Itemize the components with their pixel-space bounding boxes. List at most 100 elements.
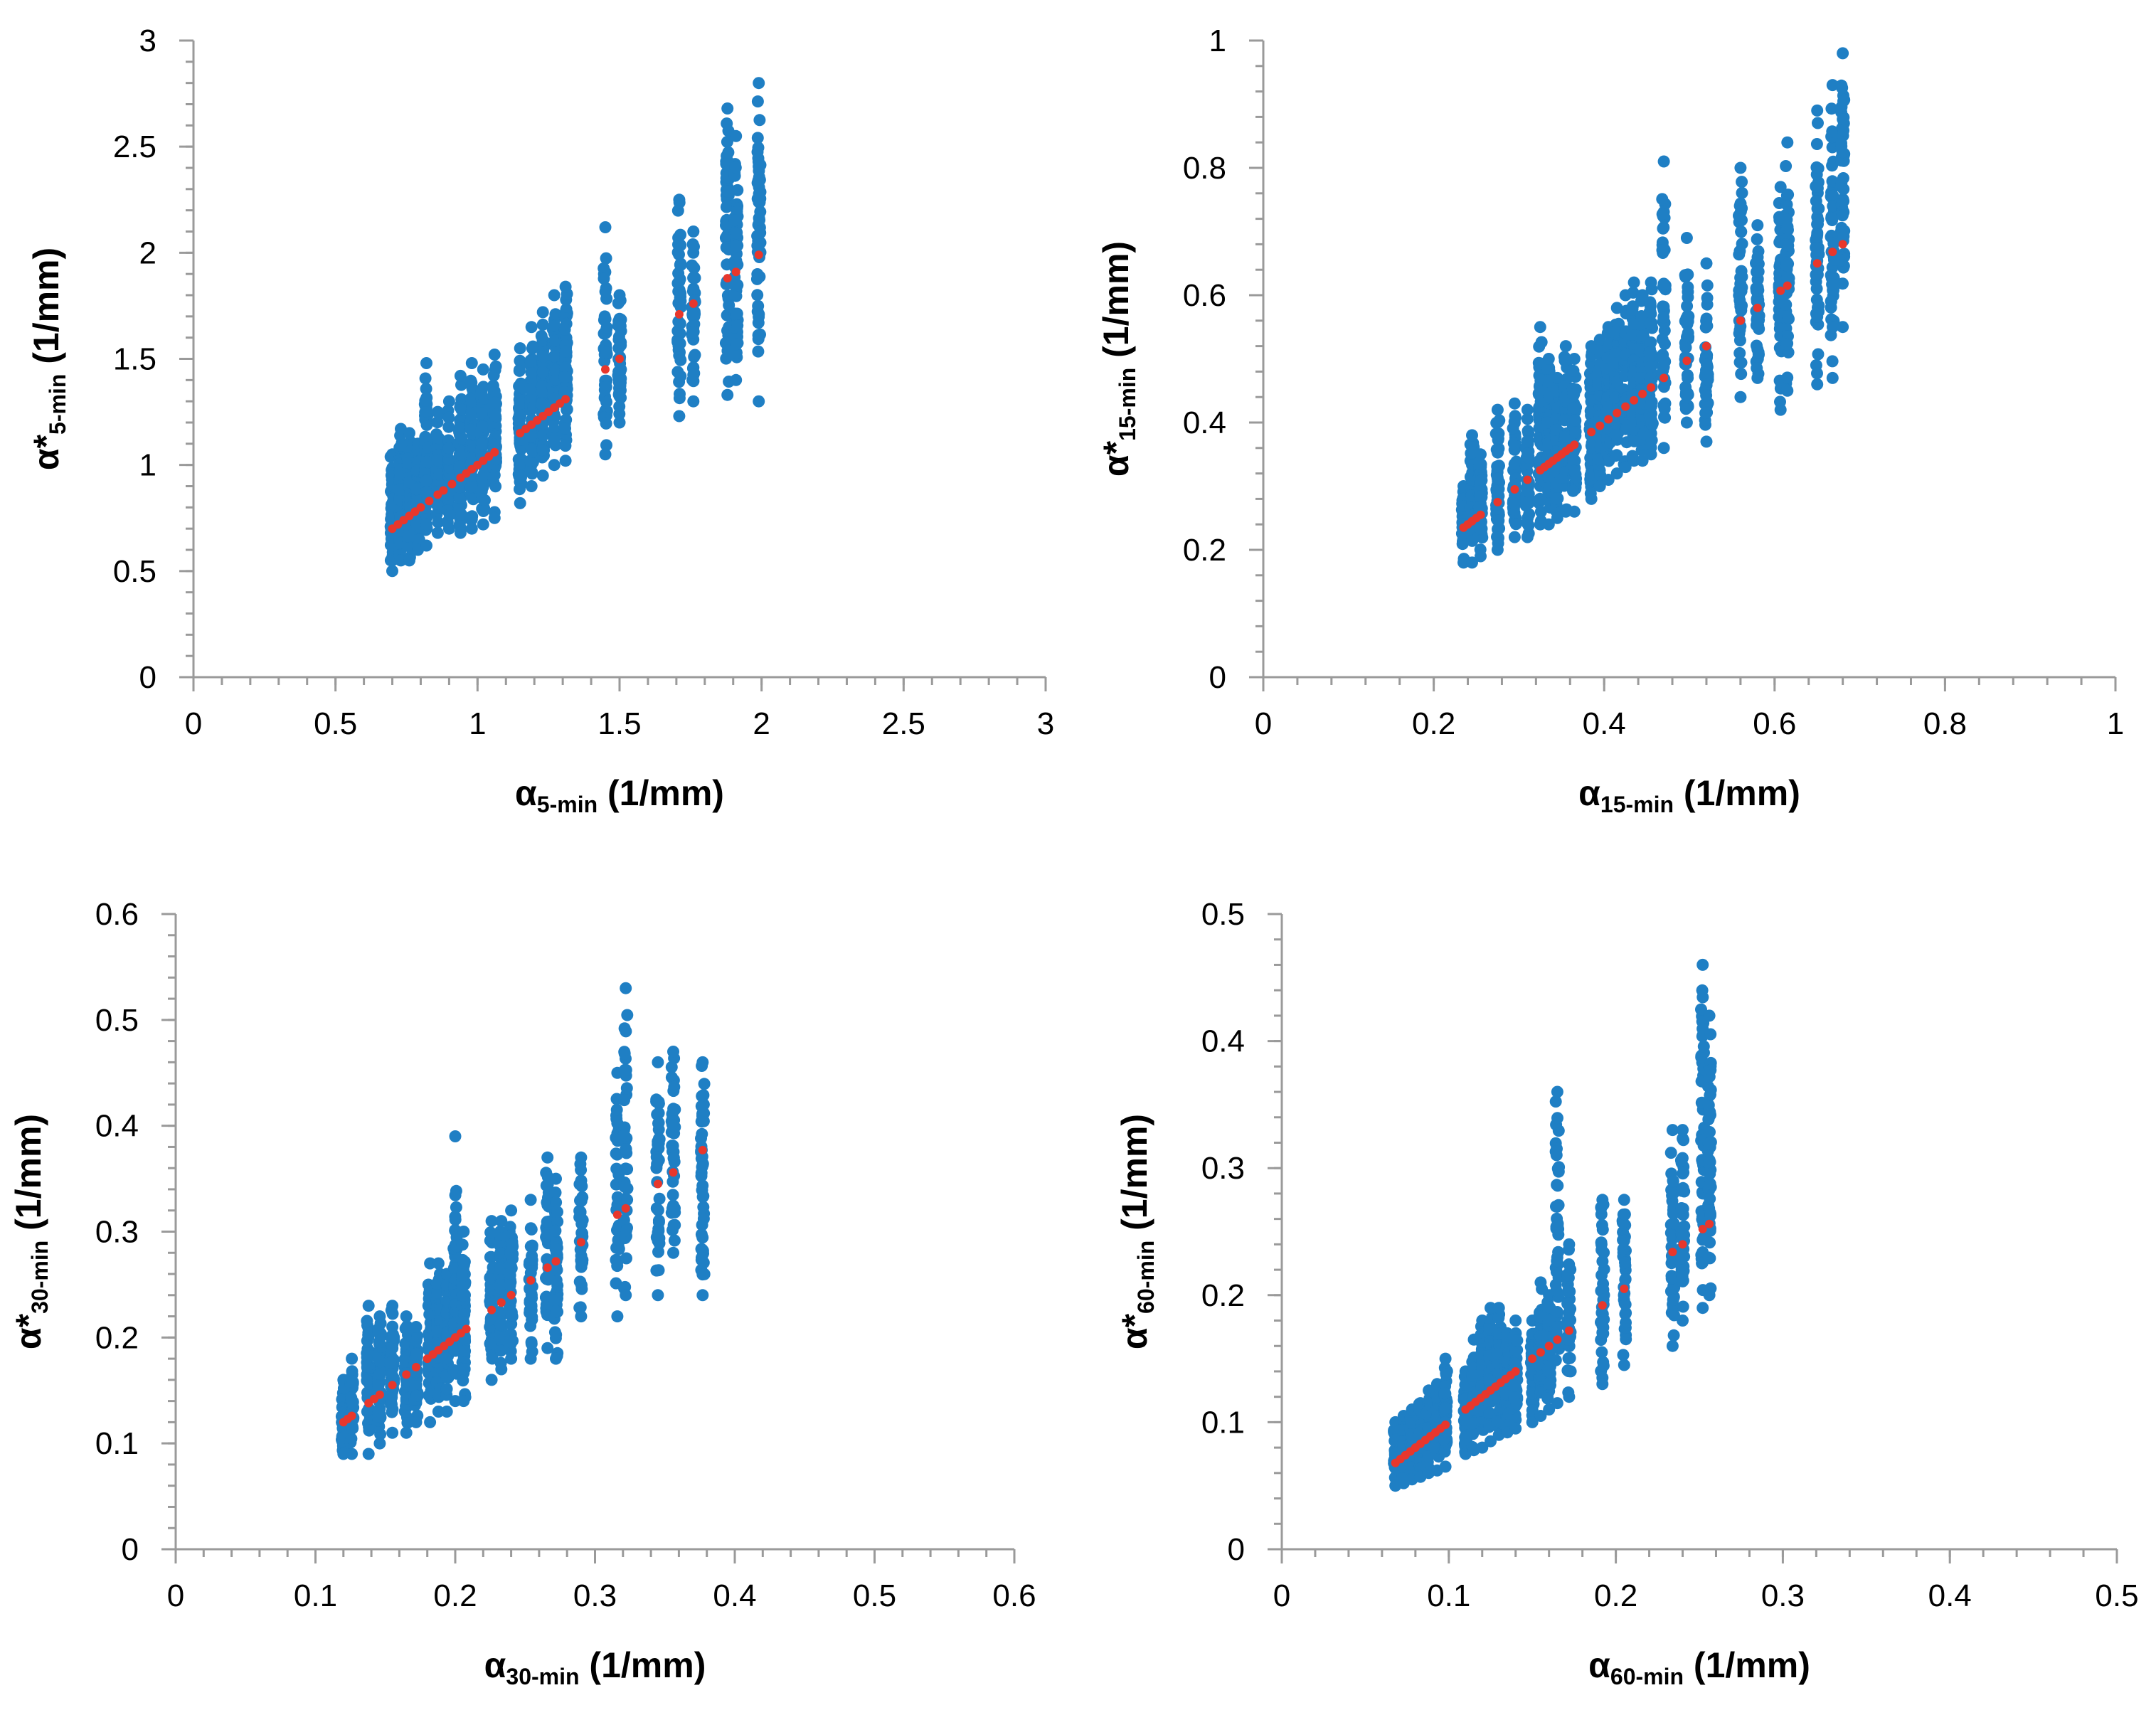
data-point bbox=[1751, 233, 1763, 245]
data-point bbox=[488, 511, 501, 524]
data-point bbox=[1490, 443, 1503, 456]
data-point bbox=[1826, 355, 1839, 368]
data-point bbox=[1751, 371, 1764, 384]
y-tick-label: 0.6 bbox=[95, 897, 139, 932]
data-point bbox=[524, 355, 537, 368]
data-point bbox=[754, 206, 767, 218]
data-point bbox=[449, 1214, 462, 1226]
x-tick-label: 2 bbox=[753, 706, 770, 741]
data-point bbox=[1559, 340, 1572, 353]
data-point bbox=[1567, 484, 1579, 497]
data-point bbox=[751, 289, 764, 302]
data-point bbox=[599, 285, 612, 298]
data-point bbox=[410, 483, 423, 496]
data-point bbox=[598, 272, 610, 285]
data-point bbox=[467, 493, 479, 506]
data-point bbox=[1736, 176, 1748, 188]
data-point bbox=[1550, 492, 1563, 505]
data-point bbox=[1810, 195, 1822, 208]
data-point bbox=[1736, 202, 1748, 215]
data-point bbox=[753, 77, 765, 90]
data-point bbox=[671, 246, 684, 259]
data-point bbox=[1522, 452, 1534, 464]
data-point bbox=[455, 403, 468, 416]
y-tick-label: 0 bbox=[139, 660, 156, 695]
data-point bbox=[550, 1172, 562, 1185]
data-point bbox=[611, 1310, 624, 1323]
data-point bbox=[686, 259, 699, 272]
data-point bbox=[698, 1078, 711, 1090]
data-point bbox=[1508, 397, 1521, 410]
data-point bbox=[621, 1009, 634, 1021]
data-point bbox=[697, 1089, 710, 1102]
data-point bbox=[449, 1189, 462, 1201]
data-point bbox=[536, 469, 549, 482]
data-point bbox=[730, 373, 743, 386]
data-point bbox=[1837, 95, 1849, 107]
data-point bbox=[721, 199, 734, 212]
data-point bbox=[600, 439, 612, 452]
data-point bbox=[620, 982, 632, 994]
y-tick-label: 0.5 bbox=[95, 1003, 139, 1038]
data-point bbox=[514, 483, 526, 496]
data-point bbox=[575, 1164, 588, 1177]
data-point bbox=[549, 363, 562, 376]
data-point bbox=[1836, 82, 1849, 94]
data-point bbox=[1439, 1402, 1452, 1415]
data-point bbox=[395, 554, 407, 567]
data-point bbox=[420, 418, 433, 431]
data-point bbox=[576, 1227, 588, 1240]
data-point bbox=[673, 376, 686, 388]
x-tick-label: 0 bbox=[185, 706, 202, 741]
data-point bbox=[1493, 414, 1506, 427]
y-axis-subscript: 15-min bbox=[1115, 368, 1140, 441]
data-point bbox=[1810, 307, 1822, 320]
data-point bbox=[464, 423, 477, 436]
data-point bbox=[346, 1376, 359, 1388]
data-point bbox=[456, 1268, 468, 1281]
data-point bbox=[525, 1223, 538, 1236]
data-point bbox=[373, 1336, 386, 1349]
fit-point bbox=[621, 1204, 630, 1213]
data-point bbox=[720, 219, 732, 232]
data-point bbox=[618, 1181, 631, 1193]
data-point bbox=[454, 369, 467, 382]
data-point bbox=[419, 372, 432, 385]
data-point bbox=[667, 1046, 679, 1058]
data-point bbox=[432, 432, 445, 445]
data-point bbox=[652, 1095, 664, 1108]
data-point bbox=[459, 1345, 472, 1357]
data-point bbox=[458, 1363, 471, 1376]
data-point bbox=[698, 1268, 711, 1280]
data-point bbox=[574, 1206, 587, 1219]
fit-point bbox=[388, 1381, 397, 1390]
data-point bbox=[362, 1300, 375, 1312]
data-point bbox=[618, 1047, 631, 1060]
fit-point bbox=[487, 1305, 496, 1315]
data-point bbox=[1509, 518, 1522, 531]
data-point bbox=[455, 378, 467, 391]
fit-point bbox=[1523, 475, 1532, 484]
data-point bbox=[667, 1189, 679, 1201]
fit-point bbox=[561, 395, 570, 404]
data-point bbox=[671, 324, 684, 337]
data-point bbox=[1837, 124, 1849, 137]
y-tick-label: 2 bbox=[139, 235, 156, 270]
data-point bbox=[686, 285, 699, 297]
data-point bbox=[754, 328, 766, 341]
data-point bbox=[431, 454, 444, 467]
data-point bbox=[1645, 349, 1657, 361]
data-point bbox=[1733, 245, 1746, 257]
data-point bbox=[1735, 356, 1748, 369]
fit-point bbox=[674, 309, 684, 319]
x-axis-units: (1/mm) bbox=[580, 1645, 706, 1685]
data-point bbox=[373, 1437, 386, 1450]
data-point bbox=[442, 411, 455, 424]
data-point bbox=[688, 240, 700, 253]
data-point bbox=[457, 1374, 469, 1387]
data-point bbox=[618, 1094, 630, 1107]
y-tick-label: 0.2 bbox=[1183, 533, 1226, 568]
data-point bbox=[697, 1212, 710, 1225]
data-point bbox=[1679, 388, 1692, 401]
axes-30-min: 0 0.1 0.2 0.3 0.4 0.5 0.600.10.20.30.40.50.6 bbox=[95, 897, 1036, 1613]
